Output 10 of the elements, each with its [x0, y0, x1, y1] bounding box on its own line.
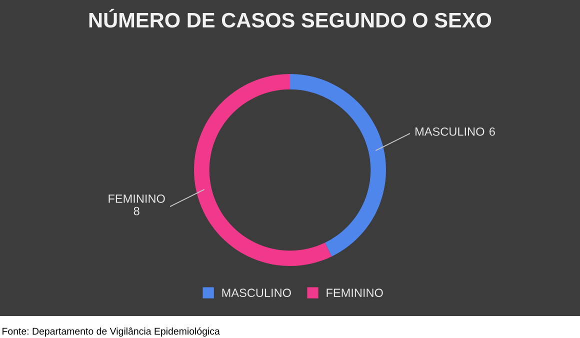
- donut-slice: [194, 74, 332, 266]
- slice-label: MASCULINO: [416, 127, 484, 136]
- chart-title: NÚMERO DE CASOS SEGUNDO O SEXO: [89, 8, 492, 28]
- legend-label: FEMININO: [326, 288, 383, 298]
- data-label: 8: [134, 206, 140, 216]
- data-label: 6: [490, 127, 495, 136]
- source-note: Fonte: Departamento de Vigilância Epidemiológica: [2, 327, 220, 337]
- donut-slice: [290, 74, 386, 256]
- legend-label: MASCULINO: [222, 288, 291, 298]
- slice-label: FEMININO: [108, 194, 165, 203]
